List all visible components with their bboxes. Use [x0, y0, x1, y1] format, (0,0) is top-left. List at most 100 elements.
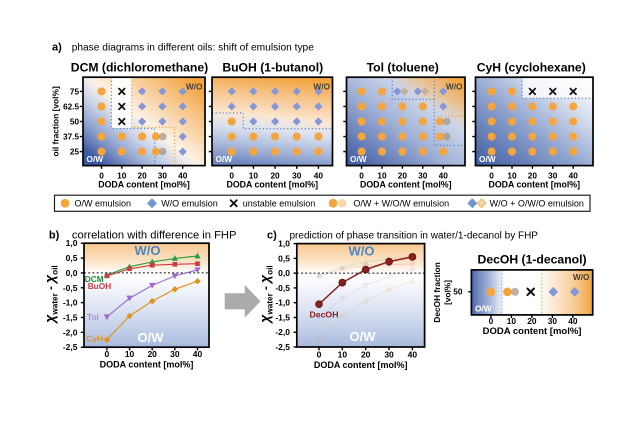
svg-text:20: 20 [398, 170, 408, 180]
svg-text:W/O: W/O [135, 243, 161, 258]
svg-text:62.5: 62.5 [63, 102, 79, 111]
svg-text:10: 10 [377, 170, 387, 180]
svg-text:40: 40 [569, 170, 579, 180]
svg-text:phase diagrams in different oi: phase diagrams in different oils: shift … [72, 43, 315, 54]
svg-text:O/W: O/W [138, 330, 165, 345]
svg-text:10: 10 [125, 349, 135, 359]
svg-text:50: 50 [70, 117, 80, 126]
svg-text:DCM: DCM [85, 274, 104, 284]
svg-text:40: 40 [439, 170, 449, 180]
svg-text:W/O + O/W/O emulsion: W/O + O/W/O emulsion [490, 198, 584, 208]
svg-text:10: 10 [507, 316, 517, 326]
svg-text:0: 0 [317, 349, 322, 359]
svg-text:DODA content [mol%]: DODA content [mol%] [360, 180, 452, 190]
svg-text:χwater - χoil: χwater - χoil [42, 265, 60, 324]
svg-text:40: 40 [314, 170, 324, 180]
svg-text:[vol%]: [vol%] [442, 280, 452, 305]
svg-text:0: 0 [359, 170, 364, 180]
svg-text:O/W: O/W [475, 304, 492, 314]
svg-text:30: 30 [292, 170, 302, 180]
svg-text:O/W emulsion: O/W emulsion [75, 198, 132, 208]
svg-text:30: 30 [170, 349, 180, 359]
svg-text:W/O: W/O [349, 244, 375, 259]
svg-text:W/O: W/O [573, 272, 590, 282]
svg-text:-2,5: -2,5 [63, 342, 78, 352]
svg-text:O/W: O/W [350, 154, 367, 164]
svg-text:O/W + W/O/W emulsion: O/W + W/O/W emulsion [353, 198, 449, 208]
svg-text:-0,5: -0,5 [275, 283, 290, 293]
svg-text:W/O: W/O [446, 81, 463, 91]
svg-text:-1,0: -1,0 [63, 298, 78, 308]
svg-text:40: 40 [193, 349, 203, 359]
svg-text:DecOH fraction: DecOH fraction [432, 262, 442, 322]
svg-text:CyH: CyH [87, 333, 104, 343]
svg-text:37.5: 37.5 [63, 132, 79, 141]
svg-text:0: 0 [489, 316, 494, 326]
svg-text:10: 10 [507, 170, 517, 180]
svg-text:50: 50 [453, 287, 463, 297]
svg-text:Tol: Tol [87, 312, 99, 322]
svg-text:W/O emulsion: W/O emulsion [161, 198, 218, 208]
svg-text:DODA content [mol%]: DODA content [mol%] [226, 180, 318, 190]
svg-text:DCM (dichloromethane): DCM (dichloromethane) [71, 61, 208, 75]
svg-text:10: 10 [249, 170, 259, 180]
svg-text:10: 10 [117, 170, 127, 180]
svg-text:BuOH: BuOH [88, 281, 112, 291]
svg-text:10: 10 [338, 349, 348, 359]
svg-text:oil fraction [vol%]: oil fraction [vol%] [51, 86, 61, 156]
svg-text:DODA content [mol%]: DODA content [mol%] [100, 360, 194, 370]
svg-text:1,0: 1,0 [66, 238, 78, 248]
svg-text:b): b) [49, 230, 60, 242]
svg-text:-2,0: -2,0 [275, 327, 290, 337]
svg-text:40: 40 [178, 170, 188, 180]
svg-text:DODA content [mol%]: DODA content [mol%] [98, 180, 190, 190]
svg-text:20: 20 [147, 349, 157, 359]
svg-text:prediction of phase transition: prediction of phase transition in water/… [290, 231, 539, 242]
svg-text:W/O: W/O [313, 81, 330, 91]
svg-text:unstable emulsion: unstable emulsion [243, 198, 316, 208]
svg-text:c): c) [267, 230, 277, 242]
svg-text:0,0: 0,0 [66, 268, 78, 278]
svg-text:O/W: O/W [216, 154, 233, 164]
svg-text:20: 20 [137, 170, 147, 180]
svg-text:correlation with difference in: correlation with difference in FHP [72, 230, 237, 242]
svg-text:DODA content [mol%]: DODA content [mol%] [314, 360, 408, 370]
svg-text:30: 30 [548, 316, 558, 326]
svg-text:BuOH (1-butanol): BuOH (1-butanol) [222, 61, 323, 75]
svg-text:75: 75 [70, 87, 80, 96]
svg-text:0,0: 0,0 [278, 268, 290, 278]
svg-text:-2,5: -2,5 [275, 342, 290, 352]
svg-text:30: 30 [384, 349, 394, 359]
svg-text:W/O: W/O [186, 81, 203, 91]
svg-text:-1,0: -1,0 [275, 298, 290, 308]
svg-text:0: 0 [229, 170, 234, 180]
svg-text:30: 30 [158, 170, 168, 180]
svg-text:-2,0: -2,0 [63, 327, 78, 337]
svg-text:30: 30 [418, 170, 428, 180]
svg-text:0: 0 [105, 349, 110, 359]
svg-text:0,5: 0,5 [66, 253, 78, 263]
svg-text:DODA content [mol%]: DODA content [mol%] [488, 180, 580, 190]
svg-text:0: 0 [489, 170, 494, 180]
svg-text:-1,5: -1,5 [63, 312, 78, 322]
svg-text:40: 40 [568, 316, 578, 326]
svg-text:40: 40 [408, 349, 418, 359]
svg-text:DecOH: DecOH [310, 310, 339, 320]
svg-text:20: 20 [270, 170, 280, 180]
svg-text:20: 20 [361, 349, 371, 359]
svg-text:20: 20 [527, 316, 537, 326]
svg-text:1,0: 1,0 [278, 239, 290, 249]
svg-text:CyH (cyclohexane): CyH (cyclohexane) [477, 61, 586, 75]
svg-text:-1,5: -1,5 [275, 312, 290, 322]
svg-text:0: 0 [99, 170, 104, 180]
svg-text:DecOH (1-decanol): DecOH (1-decanol) [478, 253, 587, 267]
svg-text:DODA content [mol%]: DODA content [mol%] [483, 326, 582, 337]
svg-text:0,5: 0,5 [278, 253, 290, 263]
svg-text:20: 20 [528, 170, 538, 180]
svg-text:Tol (toluene): Tol (toluene) [367, 61, 439, 75]
svg-text:O/W: O/W [87, 154, 104, 164]
svg-text:-0,5: -0,5 [63, 283, 78, 293]
svg-text:a): a) [52, 42, 62, 54]
svg-text:30: 30 [548, 170, 558, 180]
svg-text:O/W: O/W [479, 154, 496, 164]
